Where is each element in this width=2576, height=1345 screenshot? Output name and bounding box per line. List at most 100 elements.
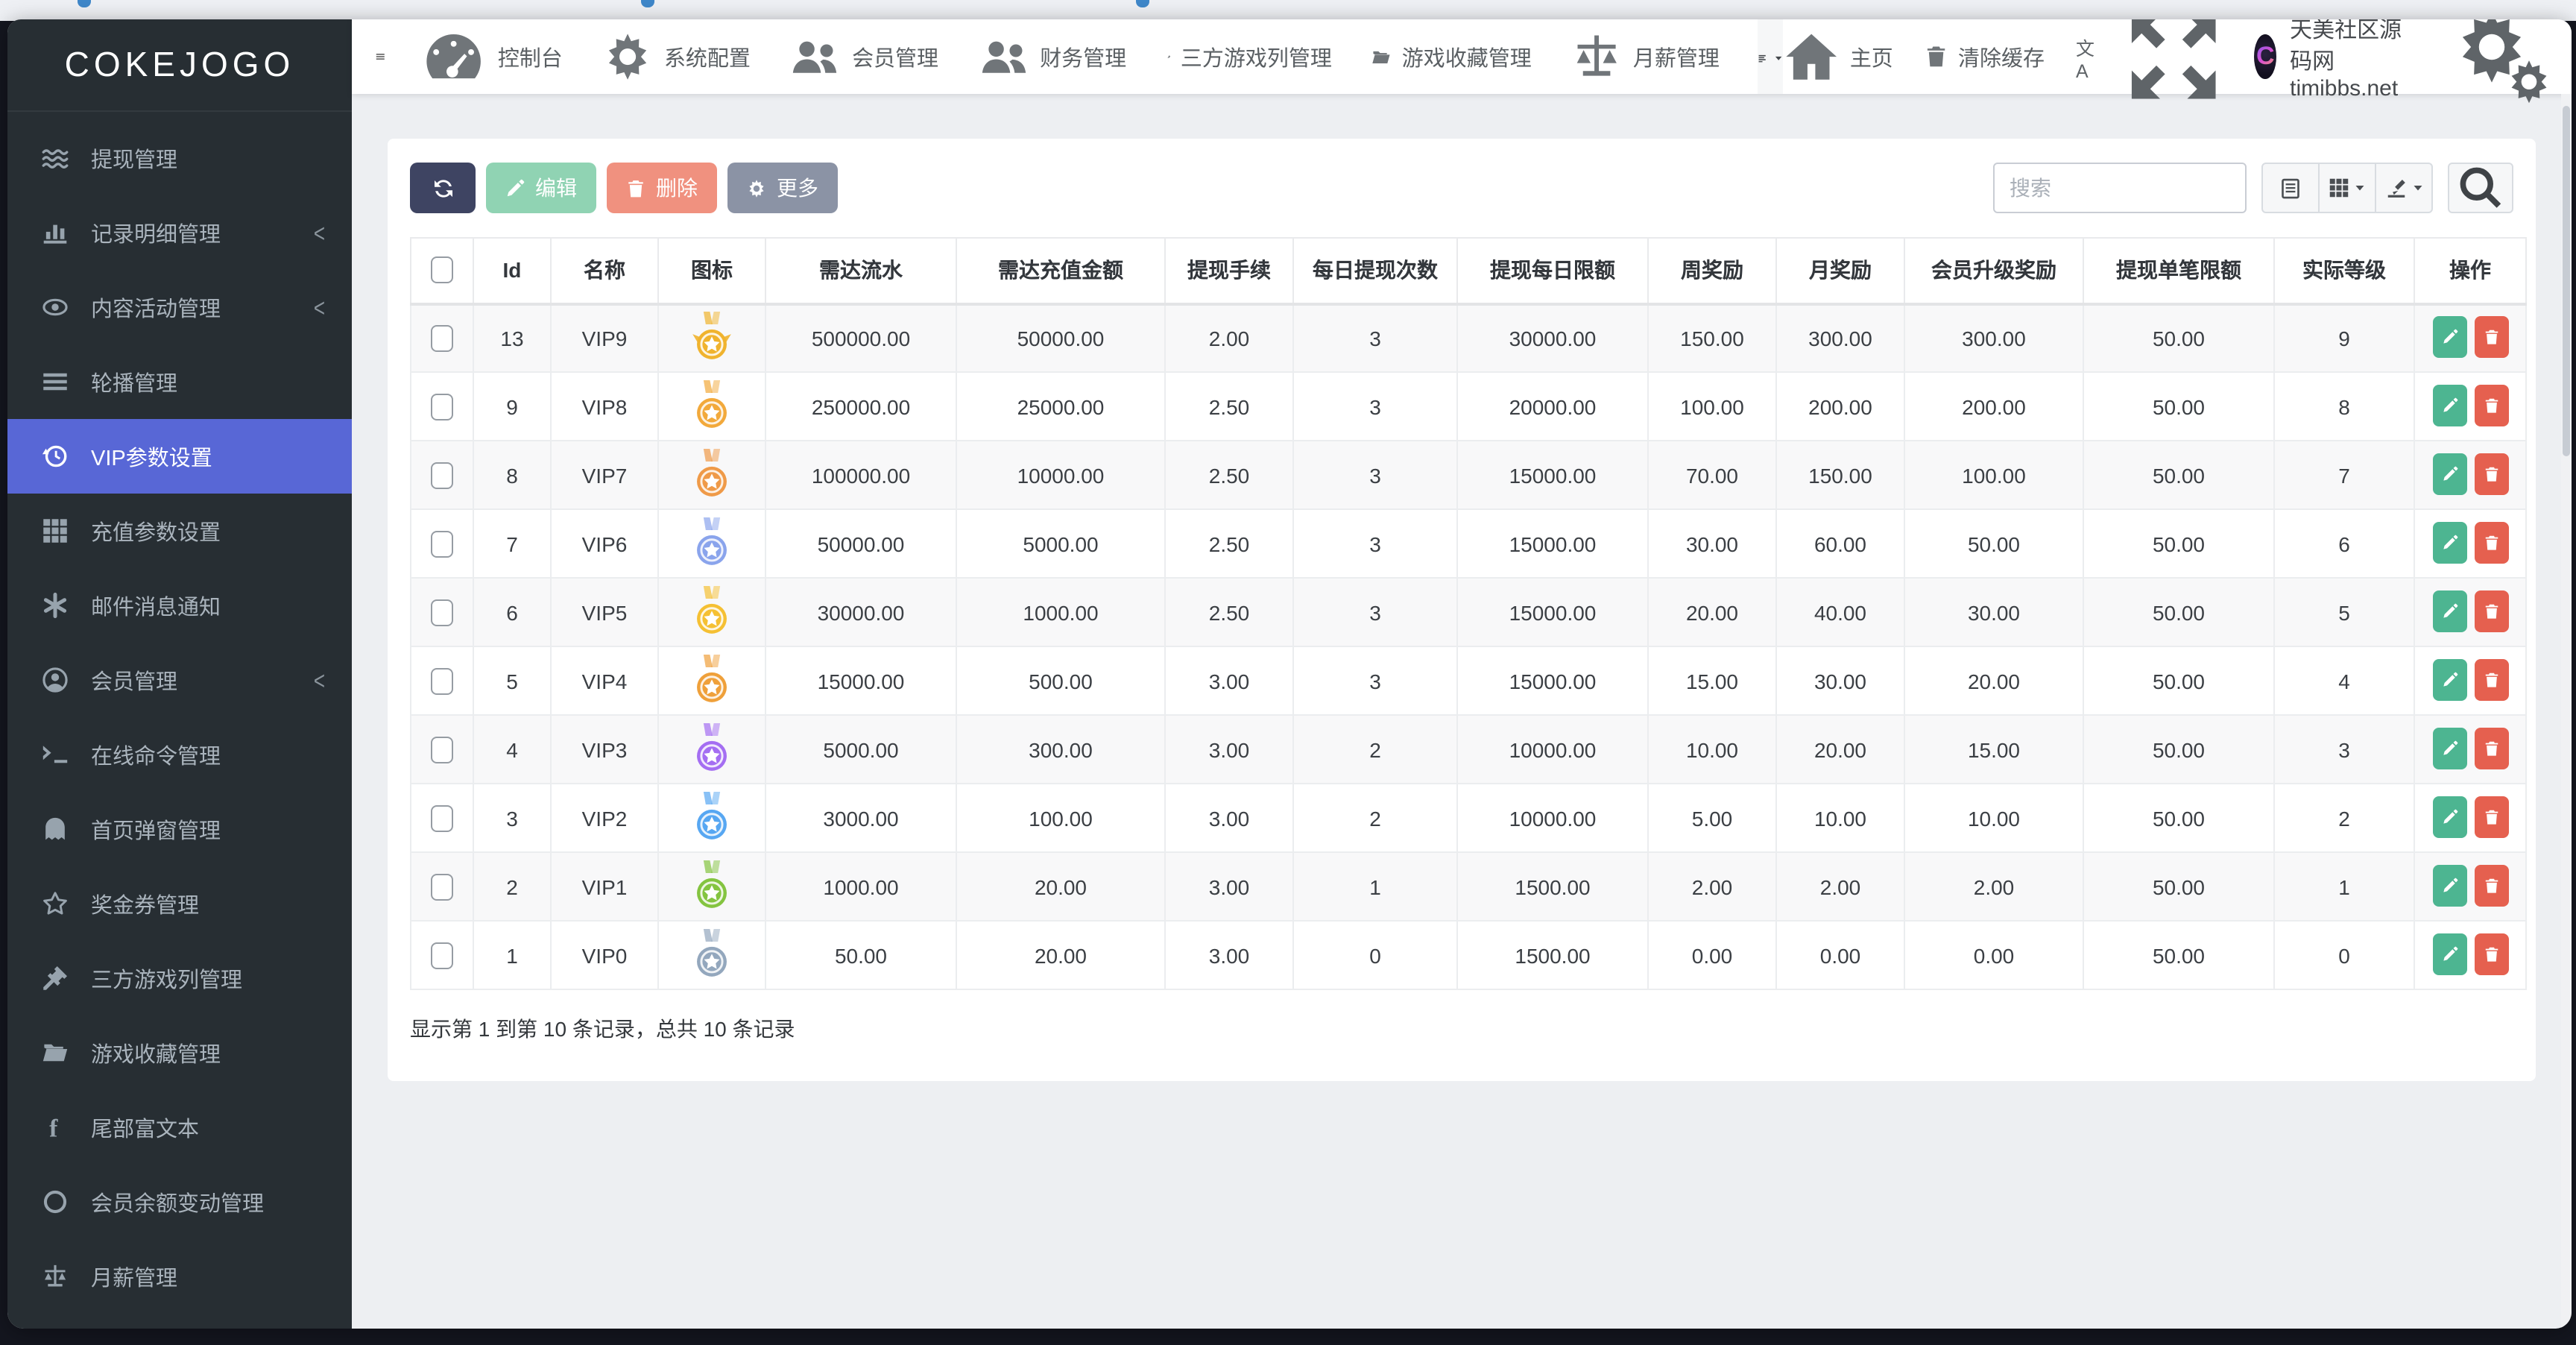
browser-strip [0,0,2576,21]
row-delete-button[interactable] [2474,864,2508,906]
row-edit-button[interactable] [2432,933,2466,974]
row-checkbox[interactable] [431,804,453,832]
row-checkbox[interactable] [431,942,453,969]
cell-daily_times: 3 [1292,577,1458,647]
nav-item-5[interactable]: 游戏收藏管理 [1372,41,1532,72]
sidebar-item-3[interactable]: 轮播管理 [7,344,352,419]
fullscreen-icon[interactable] [2124,19,2223,106]
row-checkbox[interactable] [431,599,453,626]
username: 天美社区源码网timibbs.net [2290,19,2402,101]
refresh-button[interactable] [410,163,476,213]
clear-cache-button[interactable]: 清除缓存 [1925,41,2045,72]
sidebar-item-5[interactable]: 充值参数设置 [7,494,352,568]
delete-button[interactable]: 删除 [607,163,717,213]
scrollbar-thumb[interactable] [2563,106,2570,456]
row-delete-button[interactable] [2474,453,2508,494]
column-header: 会员升级奖励 [1904,237,2084,305]
translate-icon[interactable]: 文A [2075,38,2094,81]
columns-button[interactable] [2318,163,2376,213]
scrollbar[interactable] [2561,94,2572,1329]
edit-button[interactable]: 编辑 [486,163,596,213]
row-edit-button[interactable] [2432,384,2466,426]
row-delete-button[interactable] [2474,933,2508,974]
row-delete-button[interactable] [2474,727,2508,769]
more-button[interactable]: 更多 [727,163,838,213]
cell-week_bonus: 30.00 [1647,508,1777,579]
nav-item-1[interactable]: 系统配置 [603,31,751,82]
sidebar-item-12[interactable]: 游戏收藏管理 [7,1015,352,1090]
sidebar-item-13[interactable]: f 尾部富文本 [7,1090,352,1165]
hamburger-menu-icon[interactable] [376,45,385,69]
sidebar-item-1[interactable]: 记录明细管理 < [7,195,352,270]
nav-item-6[interactable]: 月薪管理 [1572,31,1720,82]
cell-daily_times: 1 [1292,851,1458,922]
detail-view-button[interactable] [2261,163,2320,213]
sidebar-item-15[interactable]: 月薪管理 [7,1239,352,1314]
export-button[interactable] [2375,163,2433,213]
sidebar-item-4[interactable]: VIP参数设置 [7,419,352,494]
row-edit-button[interactable] [2432,796,2466,837]
navbar-list-dropdown[interactable] [1758,19,1783,94]
nav-item-2[interactable]: 会员管理 [791,31,938,82]
nav-item-label: 财务管理 [1040,47,1127,71]
nav-item-label: 控制台 [497,47,563,71]
search-button[interactable] [2448,163,2513,213]
row-edit-button[interactable] [2432,590,2466,631]
nav-item-3[interactable]: 财务管理 [979,31,1126,82]
settings-cogs-icon[interactable] [2452,19,2551,106]
row-edit-button[interactable] [2432,521,2466,563]
search-input[interactable] [1993,163,2247,213]
gear-icon [603,31,654,82]
row-delete-button[interactable] [2474,521,2508,563]
select-all-checkbox[interactable] [431,256,453,284]
sidebar-item-2[interactable]: 内容活动管理 < [7,270,352,344]
users-icon [979,31,1029,82]
row-checkbox[interactable] [431,667,453,695]
nav-item-0[interactable]: 控制台 [421,23,563,89]
row-checkbox[interactable] [431,462,453,489]
sidebar-item-10[interactable]: 奖金券管理 [7,866,352,941]
sidebar-item-7[interactable]: 会员管理 < [7,643,352,717]
scale-icon [39,1263,72,1290]
home-link[interactable]: 主页 [1782,28,1893,85]
row-edit-button[interactable] [2432,864,2466,906]
gear-icon [747,178,766,198]
row-checkbox[interactable] [431,530,453,558]
sidebar-item-14[interactable]: 会员余额变动管理 [7,1165,352,1239]
cell-single_limit: 50.00 [2083,920,2275,990]
row-checkbox[interactable] [431,393,453,420]
sidebar-item-8[interactable]: 在线命令管理 [7,717,352,792]
nav-item-4[interactable]: 三方游戏列管理 [1167,41,1332,72]
cell-id: 5 [473,646,552,716]
row-checkbox[interactable] [431,873,453,901]
row-checkbox[interactable] [431,324,453,352]
cell-level: 5 [2273,577,2415,647]
user-menu[interactable]: C 天美社区源码网timibbs.net [2254,19,2420,101]
table-row-VIP6: 7 VIP6 50000.00 5000.00 2.50 3 15000.00 30.00 60… [410,508,2527,579]
sidebar-item-11[interactable]: 三方游戏列管理 [7,941,352,1015]
row-delete-button[interactable] [2474,315,2508,358]
cell-fee: 3.00 [1164,783,1294,853]
row-edit-button[interactable] [2432,315,2466,358]
sidebar-item-label: 会员管理 [91,670,177,694]
sidebar-item-0[interactable]: 提现管理 [7,121,352,195]
row-edit-button[interactable] [2432,727,2466,769]
sidebar-item-9[interactable]: 首页弹窗管理 [7,792,352,866]
row-delete-button[interactable] [2474,384,2508,426]
bookmark-dot-icon [641,0,654,7]
row-edit-button[interactable] [2432,658,2466,700]
row-delete-button[interactable] [2474,658,2508,700]
row-delete-button[interactable] [2474,796,2508,837]
cell-daily_times: 3 [1292,303,1458,373]
app-logo: COKEJOGO [7,19,352,112]
cell-single_limit: 50.00 [2083,783,2275,853]
row-delete-button[interactable] [2474,590,2508,631]
list-icon [1758,43,1767,70]
cell-daily_times: 3 [1292,508,1458,579]
sidebar-item-6[interactable]: 邮件消息通知 [7,568,352,643]
row-checkbox[interactable] [431,736,453,763]
row-edit-button[interactable] [2432,453,2466,494]
export-icon [2384,177,2407,199]
medal-icon [692,791,732,839]
caret-down-icon [1773,43,1782,70]
